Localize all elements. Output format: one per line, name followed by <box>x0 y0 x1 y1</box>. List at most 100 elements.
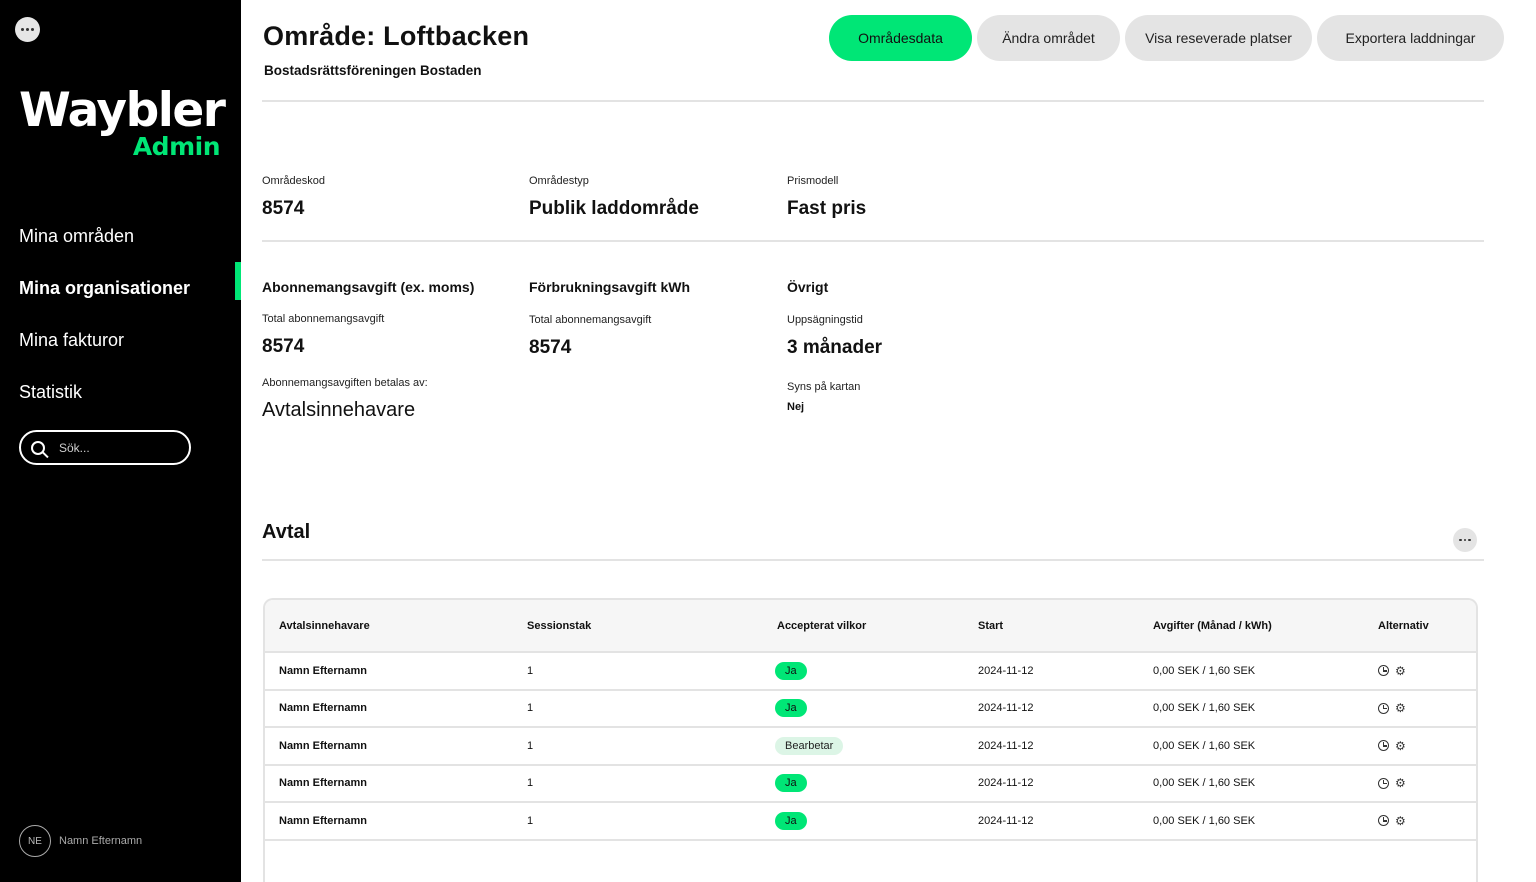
omradesdata-button[interactable]: Områdesdata <box>829 15 972 61</box>
area-type-label: Områdestyp <box>529 175 589 187</box>
session-cap-cell: 1 <box>527 814 534 827</box>
history-icon[interactable] <box>1378 815 1389 827</box>
history-icon[interactable] <box>1378 740 1389 752</box>
status-badge: Ja <box>775 699 807 718</box>
sidebar-item-statistik[interactable]: Statistik <box>19 381 83 402</box>
fees-cell: 0,00 SEK / 1,60 SEK <box>1153 664 1256 677</box>
consumption-total-label: Total abonnemangsavgift <box>529 314 652 326</box>
sidebar-item-mina-fakturor[interactable]: Mina fakturor <box>19 329 125 350</box>
settings-icon[interactable]: ⚙ <box>1395 738 1406 753</box>
fees-cell: 0,00 SEK / 1,60 SEK <box>1153 777 1256 790</box>
start-date-cell: 2024-11-12 <box>978 664 1034 677</box>
sidebar: Waybler Admin Mina områden Mina organisa… <box>0 0 241 882</box>
session-cap-cell: 1 <box>527 702 534 715</box>
start-date-cell: 2024-11-12 <box>978 777 1034 790</box>
sidebar-nav: Mina områden Mina organisationer Mina fa… <box>0 210 241 418</box>
status-badge: Ja <box>775 661 807 680</box>
notice-period-label: Uppsägningstid <box>787 314 863 326</box>
search-box[interactable] <box>19 430 191 465</box>
table-header: Avtalsinnehavare Sessionstak Accepterat … <box>265 600 1476 653</box>
paid-by-label: Abonnemangsavgiften betalas av: <box>262 377 428 389</box>
column-header-fees[interactable]: Avgifter (Månad / kWh) <box>1153 619 1272 632</box>
avatar: NE <box>19 825 51 857</box>
status-badge: Ja <box>775 774 807 793</box>
andra-omradet-button[interactable]: Ändra området <box>977 15 1120 61</box>
settings-icon[interactable]: ⚙ <box>1395 701 1406 716</box>
holder-cell: Namn Efternamn <box>279 814 368 827</box>
status-badge: Ja <box>775 811 807 830</box>
history-icon[interactable] <box>1378 702 1389 714</box>
exportera-laddningar-button[interactable]: Exportera laddningar <box>1317 15 1504 61</box>
visible-on-map-label: Syns på kartan <box>787 381 861 393</box>
column-header-start[interactable]: Start <box>978 619 1004 632</box>
holder-cell: Namn Efternamn <box>279 664 368 677</box>
session-cap-cell: 1 <box>527 739 534 752</box>
agreements-title: Avtal <box>262 521 311 543</box>
fees-cell: 0,00 SEK / 1,60 SEK <box>1153 702 1256 715</box>
price-model-value: Fast pris <box>787 198 867 219</box>
agreements-table: Avtalsinnehavare Sessionstak Accepterat … <box>263 598 1478 882</box>
settings-icon[interactable]: ⚙ <box>1395 776 1406 791</box>
holder-cell: Namn Efternamn <box>279 739 368 752</box>
table-row[interactable]: Namn Efternamn 1 Ja 2024-11-12 0,00 SEK / 1,… <box>265 653 1476 691</box>
divider <box>262 100 1484 102</box>
area-code-label: Områdeskod <box>262 175 325 187</box>
paid-by-value: Avtalsinnehavare <box>262 399 416 421</box>
holder-cell: Namn Efternamn <box>279 777 368 790</box>
table-row[interactable]: Namn Efternamn 1 Bearbetar 2024-11-12 0,00 S… <box>265 728 1476 766</box>
settings-icon[interactable]: ⚙ <box>1395 813 1406 828</box>
agreements-more-icon[interactable] <box>1453 528 1477 552</box>
page-title: Område: Loftbacken <box>263 21 530 51</box>
history-icon[interactable] <box>1378 777 1389 789</box>
column-header-session-cap[interactable]: Sessionstak <box>527 619 592 632</box>
subscription-total-label: Total abonnemangsavgift <box>262 313 385 325</box>
divider <box>262 559 1484 561</box>
consumption-fee-heading: Förbrukningsavgift kWh <box>529 279 690 295</box>
fees-cell: 0,00 SEK / 1,60 SEK <box>1153 739 1256 752</box>
session-cap-cell: 1 <box>527 664 534 677</box>
fees-cell: 0,00 SEK / 1,60 SEK <box>1153 814 1256 827</box>
consumption-total-value: 8574 <box>529 337 572 358</box>
session-cap-cell: 1 <box>527 777 534 790</box>
search-input[interactable] <box>59 440 169 455</box>
sidebar-item-mina-omraden[interactable]: Mina områden <box>19 225 135 246</box>
row-options: ⚙ <box>1378 815 1406 827</box>
row-options: ⚙ <box>1378 740 1406 752</box>
sidebar-item-mina-organisationer[interactable]: Mina organisationer <box>0 262 241 314</box>
column-header-accepted[interactable]: Accepterat vilkor <box>777 619 867 632</box>
status-badge: Bearbetar <box>775 736 844 755</box>
divider <box>262 240 1484 242</box>
page-subtitle: Bostadsrättsföreningen Bostaden <box>264 63 482 78</box>
table-row[interactable]: Namn Efternamn 1 Ja 2024-11-12 0,00 SEK / 1,… <box>265 803 1476 841</box>
row-options: ⚙ <box>1378 702 1406 714</box>
start-date-cell: 2024-11-12 <box>978 814 1034 827</box>
row-options: ⚙ <box>1378 777 1406 789</box>
table-row[interactable]: Namn Efternamn 1 Ja 2024-11-12 0,00 SEK / 1,… <box>265 691 1476 728</box>
header-actions: Områdesdata Ändra området Visa reseverad… <box>829 15 1504 61</box>
row-options: ⚙ <box>1378 665 1406 677</box>
search-icon <box>31 440 45 455</box>
logo-sub: Admin <box>132 132 221 161</box>
user-profile[interactable]: NE Namn Efternamn <box>19 825 142 857</box>
more-options-icon[interactable] <box>15 17 40 42</box>
column-header-options: Alternativ <box>1378 619 1429 632</box>
subscription-total-value: 8574 <box>262 336 305 357</box>
price-model-label: Prismodell <box>787 175 839 187</box>
logo: Waybler Admin <box>19 83 226 162</box>
settings-icon[interactable]: ⚙ <box>1395 663 1406 678</box>
notice-period-value: 3 månader <box>787 337 883 358</box>
other-heading: Övrigt <box>787 279 829 295</box>
table-row[interactable]: Namn Efternamn 1 Ja 2024-11-12 0,00 SEK / 1,… <box>265 766 1476 803</box>
logo-main: Waybler <box>19 83 226 138</box>
user-name: Namn Efternamn <box>59 835 143 847</box>
area-type-value: Publik laddområde <box>529 198 699 219</box>
start-date-cell: 2024-11-12 <box>978 702 1034 715</box>
subscription-fee-heading: Abonnemangsavgift (ex. moms) <box>262 279 475 295</box>
holder-cell: Namn Efternamn <box>279 702 368 715</box>
visible-on-map-value: Nej <box>787 401 805 413</box>
visa-reserverade-platser-button[interactable]: Visa reseverade platser <box>1125 15 1312 61</box>
start-date-cell: 2024-11-12 <box>978 739 1034 752</box>
area-code-value: 8574 <box>262 198 305 219</box>
history-icon[interactable] <box>1378 665 1389 677</box>
column-header-holder[interactable]: Avtalsinnehavare <box>279 619 370 632</box>
